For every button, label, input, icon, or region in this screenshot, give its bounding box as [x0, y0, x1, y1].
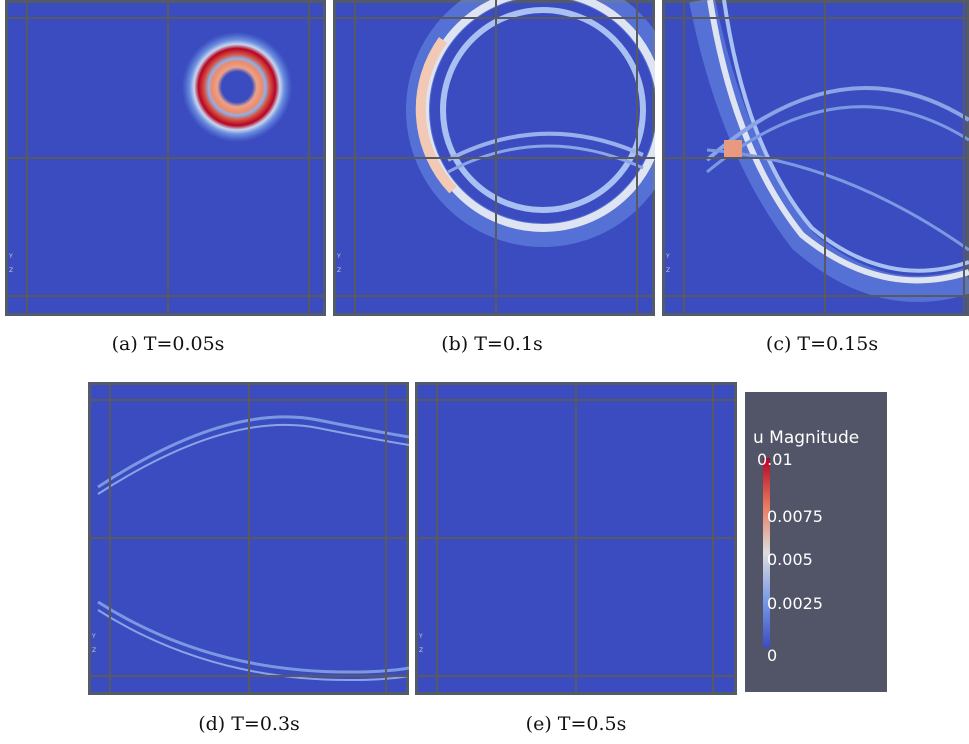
colorbar-label-max: 0.01 [757, 450, 793, 469]
axis-glyph-y: Y [665, 253, 670, 260]
axis-glyph-y: Y [418, 633, 423, 640]
grid-lines [415, 382, 737, 695]
panel-b-plot: Y Z [333, 0, 655, 316]
axis-glyph-z: Z [337, 267, 341, 274]
colorbar-label-0050: 0.005 [767, 550, 813, 569]
colorbar-gradient [763, 458, 770, 648]
wave-ring [182, 32, 292, 142]
caption-d: (d) T=0.3s [198, 713, 300, 735]
panel-c-plot: Y Z [662, 0, 969, 316]
axis-glyph-z: Z [666, 267, 670, 274]
axis-glyph-y: Y [91, 633, 96, 640]
wave-front [689, 0, 969, 302]
colorbar-label-0075: 0.0075 [767, 507, 823, 526]
colorbar-label-min: 0 [767, 646, 778, 665]
axis-glyph-y: Y [8, 253, 13, 260]
panel-a-plot: Y Z [5, 0, 326, 316]
colorbar-label-0025: 0.0025 [767, 594, 823, 613]
colorbar-title: u Magnitude [753, 428, 860, 448]
panel-d-plot: Y Z [88, 382, 409, 695]
axis-glyph-y: Y [336, 253, 341, 260]
panel-e-plot: Y Z [415, 382, 737, 695]
caption-b: (b) T=0.1s [441, 333, 543, 355]
colorbar-legend: u Magnitude 0.01 0.0075 0.005 0.0025 0 [745, 392, 887, 692]
grid-lines [333, 0, 655, 316]
grid-lines [88, 382, 409, 695]
caption-c: (c) T=0.15s [765, 333, 879, 355]
grid-lines [662, 0, 969, 316]
axis-glyph-z: Z [9, 267, 13, 274]
caption-a: (a) T=0.05s [111, 333, 225, 355]
axis-glyph-z: Z [419, 647, 423, 654]
grid-lines [5, 0, 326, 316]
axis-glyph-z: Z [92, 647, 96, 654]
caption-e: (e) T=0.5s [525, 713, 627, 735]
